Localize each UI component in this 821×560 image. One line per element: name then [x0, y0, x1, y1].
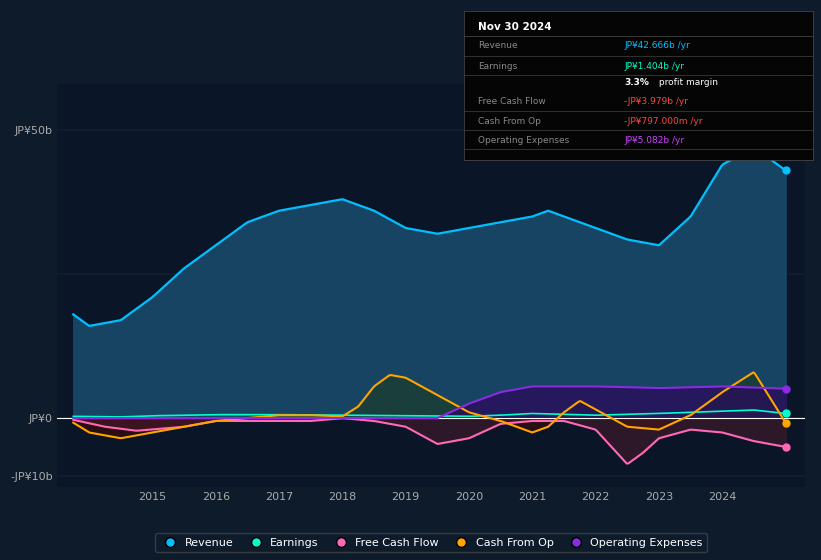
Text: Operating Expenses: Operating Expenses	[478, 136, 569, 145]
Text: JP¥42.666b /yr: JP¥42.666b /yr	[624, 41, 690, 50]
Text: Cash From Op: Cash From Op	[478, 116, 541, 125]
Text: Free Cash Flow: Free Cash Flow	[478, 97, 546, 106]
Text: Nov 30 2024: Nov 30 2024	[478, 22, 552, 31]
Text: 3.3%: 3.3%	[624, 78, 649, 87]
Text: JP¥1.404b /yr: JP¥1.404b /yr	[624, 62, 685, 71]
Legend: Revenue, Earnings, Free Cash Flow, Cash From Op, Operating Expenses: Revenue, Earnings, Free Cash Flow, Cash …	[155, 533, 707, 552]
Text: profit margin: profit margin	[656, 78, 718, 87]
Text: JP¥5.082b /yr: JP¥5.082b /yr	[624, 136, 685, 145]
Text: Revenue: Revenue	[478, 41, 517, 50]
Text: -JP¥3.979b /yr: -JP¥3.979b /yr	[624, 97, 688, 106]
Text: -JP¥797.000m /yr: -JP¥797.000m /yr	[624, 116, 703, 125]
Text: Earnings: Earnings	[478, 62, 517, 71]
